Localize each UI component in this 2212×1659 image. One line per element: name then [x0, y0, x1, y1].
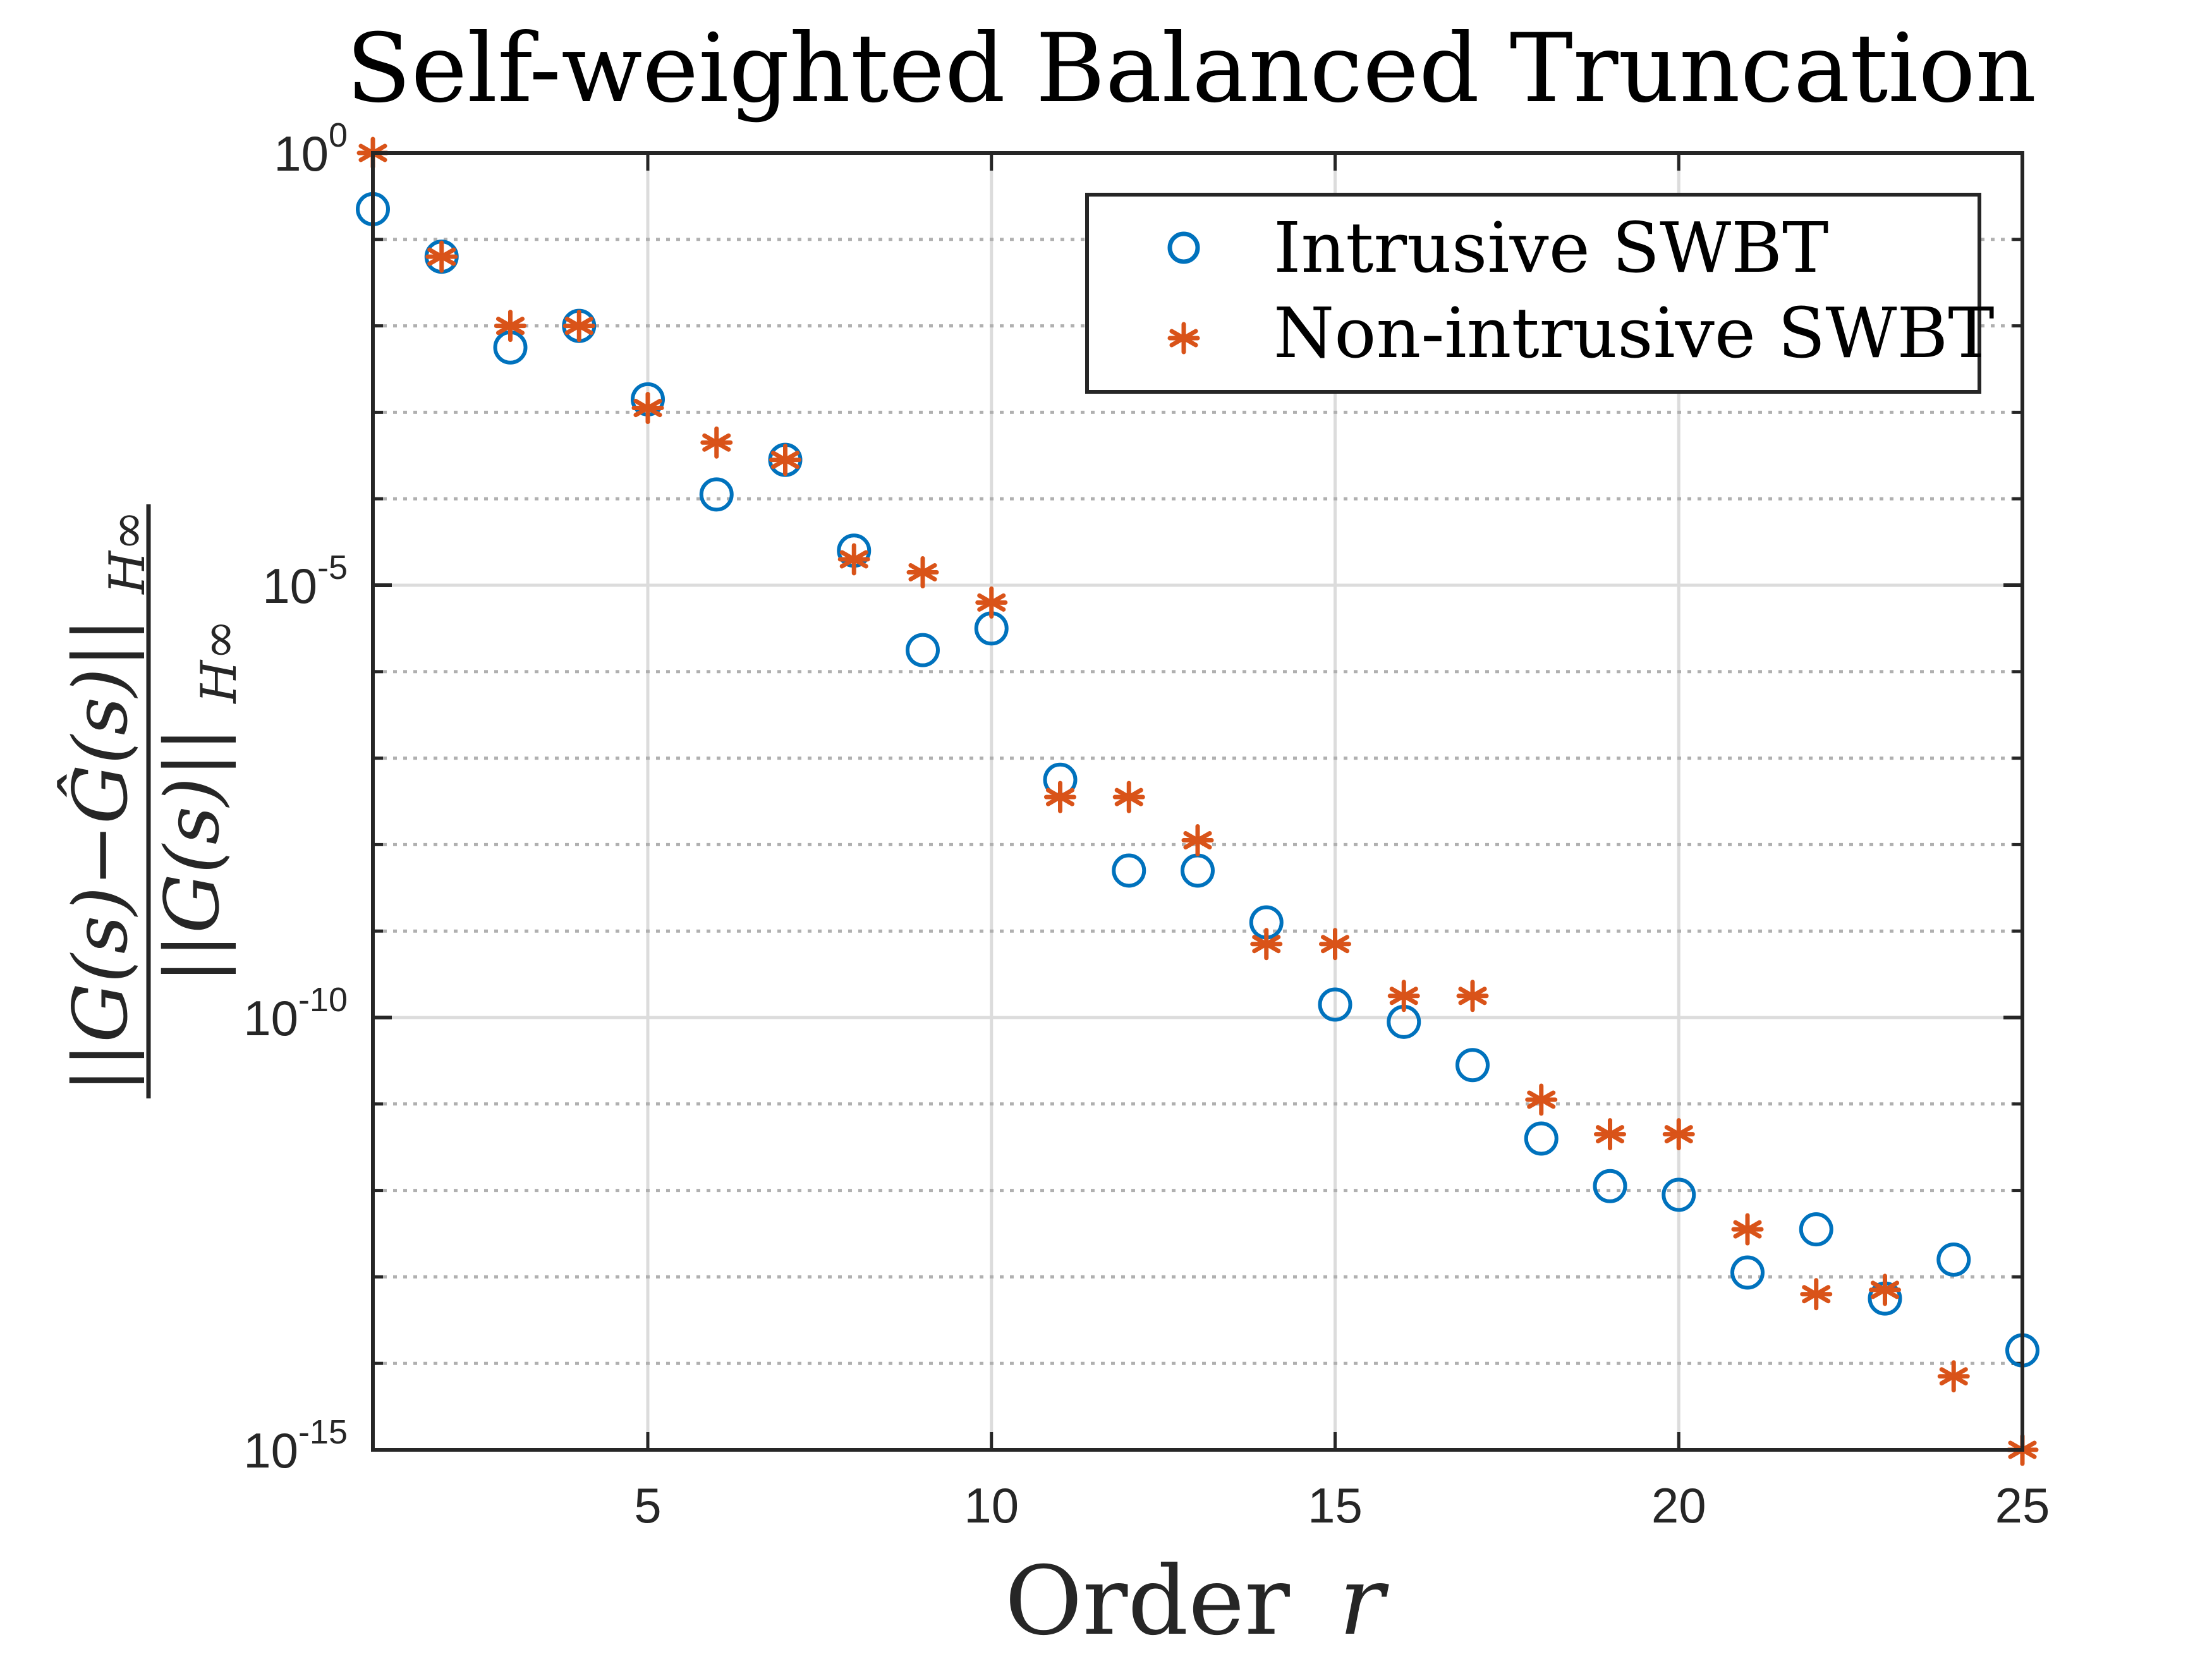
y-tick-labels: 10-15 10-10 10-5 100 — [243, 116, 348, 1478]
non-intrusive-point — [1044, 781, 1076, 813]
x-tick-labels: 5 10 15 20 25 — [634, 1478, 2050, 1533]
x-tick-label: 10 — [964, 1478, 1019, 1533]
intrusive-point — [1730, 1255, 1765, 1290]
x-axis-label-text: Order — [1005, 1547, 1290, 1656]
legend-label-intrusive: Intrusive SWBT — [1273, 207, 1828, 288]
non-intrusive-point — [1525, 1083, 1558, 1116]
non-intrusive-point — [837, 543, 870, 576]
series-layer — [356, 137, 2039, 1466]
legend: Intrusive SWBT Non-intrusive SWBT — [1085, 193, 1995, 394]
legend-marker-intrusive — [1167, 231, 1200, 264]
y-axis-label-numerator: ||G(s)−Ĝ(s)|| H∞ — [57, 510, 156, 1093]
non-intrusive-point — [700, 426, 733, 459]
x-tick-label: 15 — [1308, 1478, 1363, 1533]
non-intrusive-point — [1181, 824, 1214, 857]
non-intrusive-point — [1662, 1118, 1695, 1151]
non-intrusive-point — [1731, 1213, 1764, 1246]
y-axis-label-denominator-subscript: H∞ — [191, 619, 248, 705]
intrusive-point — [1112, 853, 1146, 888]
non-intrusive-point — [1937, 1360, 1970, 1393]
non-intrusive-point — [494, 310, 526, 343]
intrusive-point — [1799, 1212, 1833, 1247]
intrusive-point — [699, 477, 734, 512]
y-axis-label: ||G(s)−Ĝ(s)|| H∞ ||G(s)|| H∞ — [57, 504, 248, 1098]
legend-asterisk-glyph — [1167, 322, 1200, 355]
non-intrusive-point — [562, 310, 595, 343]
intrusive-point — [1455, 1048, 1490, 1083]
y-axis-label-denominator: ||G(s)|| H∞ — [149, 619, 248, 983]
non-intrusive-point — [1112, 781, 1145, 813]
x-tick-label: 25 — [1995, 1478, 2050, 1533]
x-tick-label: 5 — [634, 1478, 661, 1533]
y-tick-label: 100 — [274, 116, 348, 181]
non-intrusive-point — [425, 240, 458, 273]
non-intrusive-point — [631, 392, 664, 425]
x-axis-label: Order r — [1005, 1547, 1390, 1656]
legend-label-non-intrusive: Non-intrusive SWBT — [1273, 293, 1995, 374]
x-tick-label: 20 — [1651, 1478, 1706, 1533]
non-intrusive-point — [1869, 1273, 1901, 1306]
legend-marker-non-intrusive — [1167, 322, 1200, 355]
intrusive-point — [1593, 1169, 1627, 1203]
non-intrusive-point — [1319, 928, 1351, 961]
non-intrusive-point — [1250, 928, 1283, 961]
non-intrusive-point — [906, 556, 939, 588]
intrusive-point — [1662, 1177, 1696, 1212]
non-intrusive-point — [1800, 1278, 1833, 1311]
intrusive-point — [1524, 1121, 1559, 1156]
non-intrusive-point — [1387, 980, 1420, 1012]
non-intrusive-point — [1594, 1118, 1626, 1151]
y-tick-label: 10-5 — [262, 549, 348, 614]
chart-title: Self-weighted Balanced Truncation — [346, 14, 2037, 124]
intrusive-point — [1318, 987, 1352, 1022]
x-axis-label-variable: r — [1339, 1547, 1390, 1656]
y-tick-label: 10-10 — [243, 981, 348, 1046]
axes-box — [371, 151, 2024, 1452]
non-intrusive-point — [975, 586, 1008, 619]
intrusive-point — [906, 633, 940, 667]
intrusive-point — [1936, 1243, 1971, 1277]
y-tick-label: 10-15 — [243, 1413, 348, 1478]
legend-box — [1085, 193, 1981, 394]
non-intrusive-point — [769, 444, 801, 477]
non-intrusive-point — [1456, 980, 1489, 1012]
